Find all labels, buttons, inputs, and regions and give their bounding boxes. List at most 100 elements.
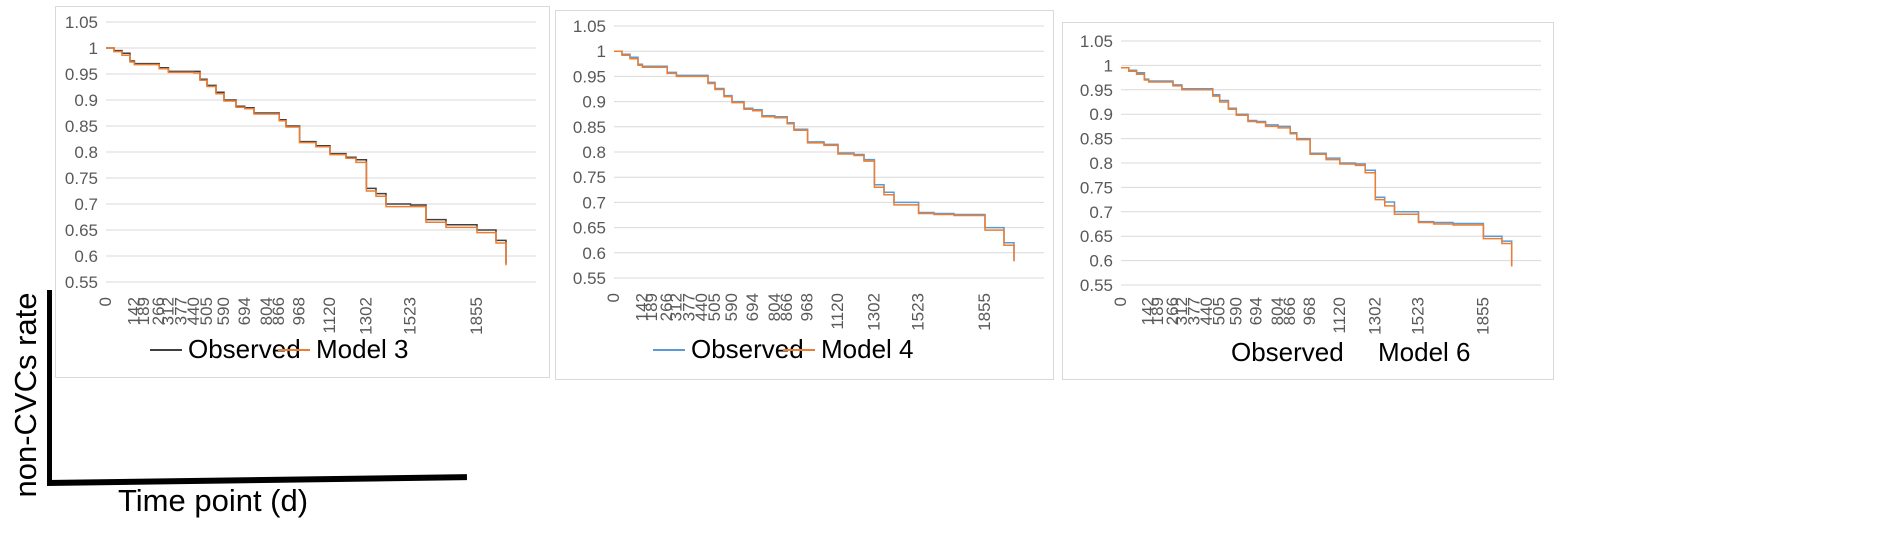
x-tick-label: 312: [1172, 297, 1191, 325]
y-tick-label: 0.55: [1080, 276, 1113, 295]
series-line-model-4: [614, 50, 1015, 262]
y-tick-label: 0.75: [1080, 178, 1113, 197]
x-tick-label: 694: [743, 293, 762, 321]
legend-label: Observed: [1231, 337, 1344, 367]
y-tick-label: 1.05: [1080, 32, 1113, 51]
legend-label: Model 4: [821, 334, 914, 364]
x-tick-label: 1855: [467, 297, 486, 335]
y-axis-title-text: non-CVCs rate: [8, 292, 43, 498]
x-tick-label: 0: [96, 297, 115, 306]
x-tick-label: 1523: [1409, 297, 1428, 335]
x-tick-label: 590: [1226, 297, 1245, 325]
x-tick-label: 440: [184, 297, 203, 325]
y-tick-label: 0.85: [65, 117, 98, 136]
x-tick-label: 968: [290, 297, 309, 325]
y-tick-label: 0.9: [74, 91, 98, 110]
y-tick-label: 1.05: [573, 17, 606, 36]
x-tick-label: 804: [257, 297, 276, 325]
y-tick-label: 0.85: [1080, 130, 1113, 149]
chart-panel-2: 1.05 1 0.95 0.9 0.85 0.8 0.75 0.7 0.65 0.6 0.55 0 14…: [555, 10, 1054, 380]
x-tick-label: 1120: [828, 293, 847, 330]
x-tick-label: 312: [158, 297, 177, 325]
x-tick-label: 142: [632, 293, 651, 321]
series-line-observed: [106, 47, 507, 264]
y-tick-label: 1: [597, 42, 606, 61]
y-tick-label: 0.65: [1080, 227, 1113, 246]
chart-panel-3: 1.05 1 0.95 0.9 0.85 0.8 0.75 0.7 0.65 0.6 0.55 0 14…: [1062, 22, 1554, 380]
y-axis-title: non-CVCs rate: [6, 260, 46, 530]
y-tick-label: 0.6: [582, 244, 606, 263]
x-tick-label: 1855: [1473, 297, 1492, 335]
y-tick-label: 0.9: [1089, 105, 1113, 124]
x-tick-label: 0: [604, 293, 623, 302]
y-axis-bar: [47, 290, 52, 485]
x-tick-label: 1302: [356, 297, 375, 335]
y-tick-label: 0.6: [74, 247, 98, 266]
y-tick-label: 0.85: [573, 118, 606, 137]
series-line-model-3: [106, 47, 507, 266]
x-tick-label: 266: [1163, 297, 1182, 325]
y-tick-label: 0.95: [65, 65, 98, 84]
x-tick-label: 866: [777, 293, 796, 321]
x-tick-label: 804: [765, 293, 784, 321]
y-tick-label: 0.55: [573, 269, 606, 288]
y-tick-label: 0.75: [65, 169, 98, 188]
y-tick-label: 0.7: [74, 195, 98, 214]
x-tick-label: 377: [679, 293, 698, 321]
x-tick-label: 440: [692, 293, 711, 321]
x-tick-label: 377: [1185, 297, 1204, 325]
y-tick-label: 0.7: [582, 193, 606, 212]
x-tick-label: 142: [1139, 297, 1158, 325]
x-tick-label: 1120: [1330, 297, 1349, 334]
y-tick-label: 0.65: [573, 219, 606, 238]
x-tick-label: 694: [1247, 297, 1266, 325]
x-tick-label: 0: [1111, 297, 1130, 306]
x-tick-label: 189: [134, 297, 153, 325]
x-tick-label: 266: [657, 293, 676, 321]
chart-svg-3: 1.05 1 0.95 0.9 0.85 0.8 0.75 0.7 0.65 0.6 0.55 0 14…: [1080, 32, 1541, 367]
series-line-model-6: [1121, 67, 1513, 267]
y-tick-label: 0.9: [582, 93, 606, 112]
x-tick-label: 590: [214, 297, 233, 325]
x-tick-label: 590: [722, 293, 741, 321]
x-tick-label: 968: [1300, 297, 1319, 325]
x-tick-label: 694: [235, 297, 254, 325]
x-tick-label: 1523: [909, 293, 928, 331]
x-tick-label: 804: [1268, 297, 1287, 325]
y-tick-label: 0.7: [1089, 203, 1113, 222]
chart-svg-1: 1.05 1 0.95 0.9 0.85 0.8 0.75 0.7 0.65 0.6 0.55 0 14…: [65, 13, 536, 364]
x-tick-label: 505: [197, 297, 216, 325]
series-line-observed: [614, 50, 1015, 261]
x-tick-label: 968: [798, 293, 817, 321]
y-tick-label: 0.95: [573, 67, 606, 86]
x-tick-label: 266: [149, 297, 168, 325]
y-tick-label: 0.6: [1089, 252, 1113, 271]
legend-label: Model 3: [316, 334, 409, 364]
y-tick-label: 0.8: [74, 143, 98, 162]
y-tick-label: 0.95: [1080, 81, 1113, 100]
x-tick-label: 866: [1280, 297, 1299, 325]
x-tick-label: 1302: [864, 293, 883, 331]
x-tick-label: 866: [269, 297, 288, 325]
x-tick-label: 505: [705, 293, 724, 321]
y-tick-label: 0.55: [65, 273, 98, 292]
x-axis-title: Time point (d): [118, 483, 309, 518]
y-tick-label: 0.65: [65, 221, 98, 240]
chart-svg-2: 1.05 1 0.95 0.9 0.85 0.8 0.75 0.7 0.65 0.6 0.55 0 14…: [573, 17, 1044, 364]
y-tick-label: 0.8: [582, 143, 606, 162]
x-tick-label: 377: [171, 297, 190, 325]
x-tick-label: 1120: [320, 297, 339, 334]
x-tick-label: 1855: [975, 293, 994, 331]
x-tick-label: 189: [1148, 297, 1167, 325]
y-tick-label: 0.8: [1089, 154, 1113, 173]
y-tick-label: 1: [89, 39, 98, 58]
x-tick-label: 142: [124, 297, 143, 325]
x-tick-label: 312: [666, 293, 685, 321]
chart-panel-1: 1.05 1 0.95 0.9 0.85 0.8 0.75 0.7 0.65 0.6 0.55 0 14…: [55, 6, 550, 378]
x-tick-label: 189: [642, 293, 661, 321]
x-tick-label: 1523: [401, 297, 420, 335]
y-tick-label: 1: [1104, 56, 1113, 75]
legend-label: Model 6: [1378, 337, 1471, 367]
y-tick-label: 1.05: [65, 13, 98, 32]
x-tick-label: 505: [1210, 297, 1229, 325]
